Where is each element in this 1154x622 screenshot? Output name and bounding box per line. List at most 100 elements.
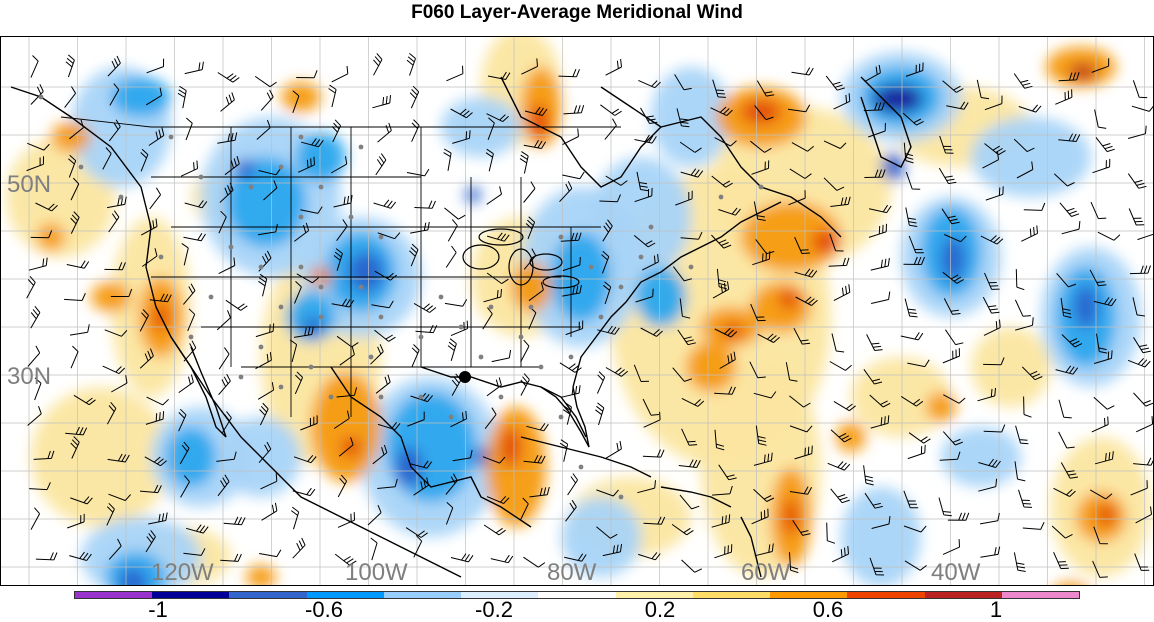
wind-barb-icon	[1018, 489, 1033, 508]
wind-contour-patch	[286, 292, 336, 342]
station-dot-icon	[168, 134, 174, 140]
wind-barb-icon	[714, 544, 733, 559]
wind-barb-icon	[714, 327, 738, 338]
wind-barb-icon	[757, 333, 780, 343]
wind-contour-patch	[37, 223, 65, 251]
wind-barb-icon	[605, 440, 622, 459]
wind-barb-icon	[145, 530, 156, 553]
wind-barb-icon	[1015, 425, 1029, 445]
wind-barb-icon	[823, 177, 845, 191]
wind-barb-icon	[70, 436, 80, 459]
wind-barb-icon	[785, 362, 798, 382]
station-dot-icon	[318, 284, 324, 290]
wind-barb-icon	[870, 291, 891, 304]
wind-barb-icon	[982, 296, 1000, 314]
wind-contour-patch	[636, 267, 686, 327]
wind-barb-icon	[145, 411, 165, 425]
wind-barb-icon	[604, 118, 617, 140]
wind-barb-icon	[558, 69, 580, 78]
wind-barb-icon	[1013, 552, 1026, 572]
wind-barb-icon	[753, 452, 773, 466]
wind-contour-patch	[812, 230, 840, 254]
wind-barb-icon	[559, 439, 569, 462]
wind-barb-icon	[826, 522, 836, 544]
wind-barb-icon	[674, 74, 692, 91]
wind-barb-icon	[415, 324, 438, 334]
wind-barb-icon	[833, 93, 851, 110]
wind-barb-icon	[177, 85, 187, 109]
wind-barb-icon	[980, 235, 1004, 245]
wind-barb-icon	[712, 485, 733, 496]
wind-barb-icon	[293, 222, 310, 242]
wind-contour-patch	[111, 77, 171, 117]
wind-barb-icon	[600, 104, 622, 116]
wind-barb-icon	[750, 303, 766, 322]
station-dot-icon	[208, 294, 214, 300]
wind-barb-icon	[296, 273, 319, 284]
wind-barb-icon	[1021, 225, 1038, 242]
wind-barb-icon	[292, 487, 316, 497]
wind-barb-icon	[789, 486, 813, 495]
wind-barb-icon	[523, 454, 546, 464]
wind-barb-icon	[978, 478, 998, 492]
wind-barb-icon	[1135, 506, 1152, 524]
station-dot-icon	[758, 184, 764, 190]
station-dot-icon	[438, 294, 444, 300]
coastline	[572, 201, 782, 388]
wind-barb-icon	[903, 490, 919, 509]
wind-barb-icon	[605, 58, 622, 76]
wind-barb-icon	[1058, 72, 1080, 82]
station-dot-icon	[318, 314, 324, 320]
wind-barb-icon	[148, 512, 168, 525]
wind-barb-icon	[712, 281, 730, 299]
coastline	[520, 436, 652, 478]
station-dot-icon	[718, 194, 724, 200]
wind-barb-icon	[1023, 202, 1046, 211]
station-dot-icon	[618, 284, 624, 290]
wind-barb-icon	[139, 309, 149, 332]
wind-barb-icon	[868, 204, 892, 214]
wind-barb-icon	[980, 512, 1000, 525]
wind-barb-icon	[139, 348, 154, 369]
station-dot-icon	[498, 394, 504, 400]
wind-barb-icon	[564, 553, 587, 562]
coastline	[170, 336, 227, 438]
wind-barb-icon	[977, 387, 996, 402]
wind-barb-icon	[297, 156, 315, 173]
colorbar-swatch	[847, 592, 925, 598]
wind-barb-icon	[946, 101, 969, 110]
wind-barb-icon	[35, 202, 58, 212]
wind-barb-icon	[827, 461, 851, 471]
wind-barb-icon	[903, 142, 914, 164]
wind-contour-patch	[741, 100, 781, 124]
wind-barb-icon	[640, 107, 658, 124]
colorbar-swatch	[538, 592, 616, 598]
coastline	[500, 76, 662, 188]
station-dot-icon	[688, 264, 694, 270]
wind-contour-patch	[246, 565, 276, 585]
colorbar-swatch	[383, 592, 462, 598]
wind-barb-icon	[108, 210, 120, 233]
wind-barb-icon	[751, 160, 770, 175]
station-dot-icon	[358, 144, 364, 150]
wind-barb-icon	[370, 537, 378, 561]
wind-barb-icon	[718, 464, 737, 481]
wind-barb-icon	[829, 361, 852, 371]
lon-label-60w: 60W	[741, 559, 791, 586]
wind-barb-icon	[486, 495, 510, 504]
wind-barb-icon	[289, 339, 298, 363]
wind-barb-icon	[144, 456, 167, 467]
station-dot-icon	[248, 184, 254, 190]
wind-barb-icon	[825, 75, 845, 91]
wind-barb-icon	[752, 251, 771, 266]
wind-barb-icon	[1015, 269, 1025, 291]
wind-barb-icon	[180, 475, 190, 498]
wind-barb-icon	[1053, 551, 1069, 570]
wind-barb-icon	[336, 335, 359, 348]
wind-barb-icon	[102, 147, 112, 170]
wind-barb-icon	[70, 345, 79, 369]
wind-contour-patch	[386, 392, 476, 502]
station-dot-icon	[648, 224, 654, 230]
wind-barb-icon	[939, 135, 954, 154]
wind-barb-icon	[718, 207, 741, 216]
